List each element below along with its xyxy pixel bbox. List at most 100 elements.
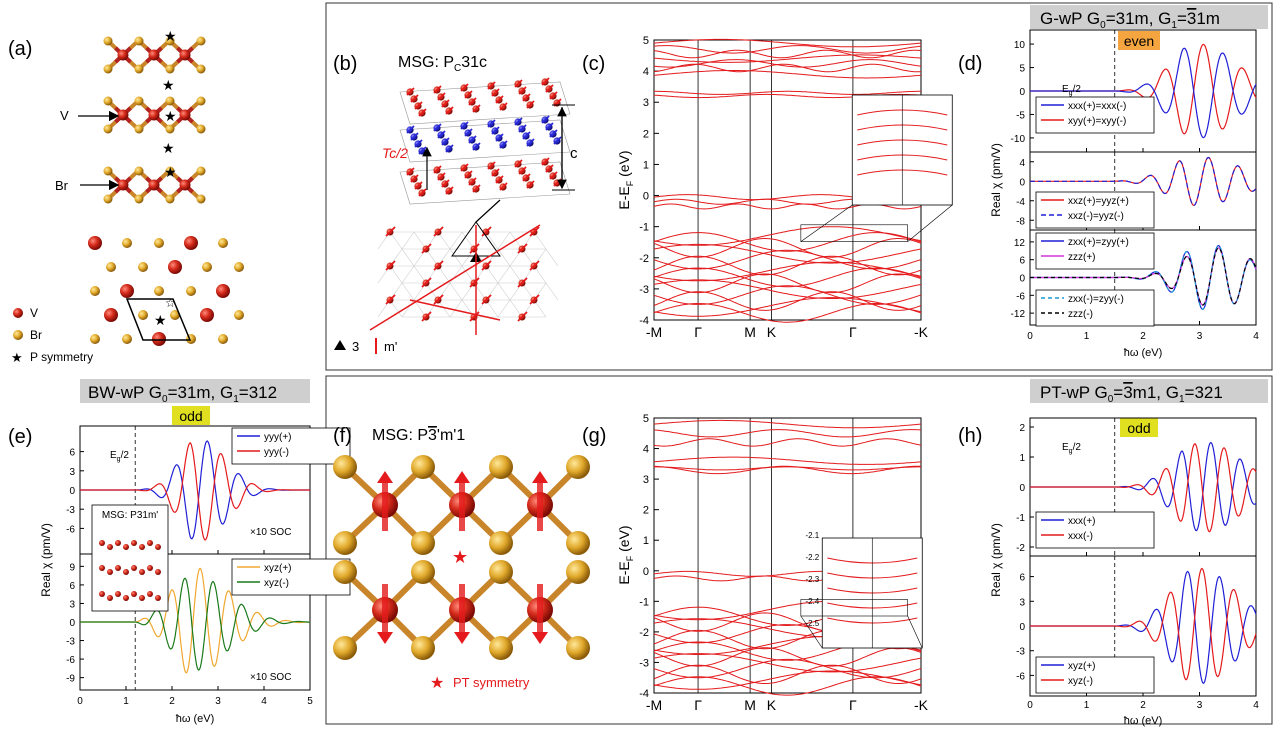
inset-atom xyxy=(131,565,137,571)
panel-a-structure: ★ ★ ★ ★ ★ ★ ☆ xyxy=(88,28,244,346)
legend-box xyxy=(1035,191,1155,229)
legend-box xyxy=(1035,289,1155,327)
inset-atom xyxy=(139,544,145,550)
band xyxy=(654,466,921,471)
legend-box xyxy=(231,427,351,465)
y-axis-label: Real χ (pm/V) xyxy=(989,143,1003,217)
spin-arrow-head xyxy=(532,632,548,644)
net-line xyxy=(545,282,559,301)
y-tick-label: 0 xyxy=(69,486,75,497)
spin-arrow xyxy=(491,126,500,135)
band xyxy=(653,279,922,299)
panel-e-header-text: BW-wP G0=31m, G1=312 xyxy=(88,383,277,405)
spin-arrow xyxy=(491,88,500,97)
y-tick-label: -3 xyxy=(66,637,75,648)
br-atom xyxy=(196,96,206,106)
spin-arrow xyxy=(406,87,415,96)
net-line xyxy=(449,231,463,250)
cell-edge xyxy=(475,199,501,223)
spin-arrow xyxy=(459,584,465,636)
br-atom xyxy=(103,124,113,134)
spin-arrow xyxy=(469,277,480,288)
x-tick-label: 0 xyxy=(77,696,83,707)
spin-arrow xyxy=(418,188,427,197)
legend-text: xxx(+) xyxy=(1068,516,1096,527)
y-tick-label: 12 xyxy=(1014,238,1026,249)
br-atom xyxy=(134,194,144,204)
net-line xyxy=(401,299,415,318)
x-tick-label: 4 xyxy=(1253,331,1259,342)
legend-text: xxx(-) xyxy=(1068,531,1093,542)
br-atom xyxy=(170,310,180,320)
band xyxy=(653,54,922,63)
spin-arrow xyxy=(414,139,423,148)
inset-atom xyxy=(123,569,129,575)
mirror-line xyxy=(409,299,501,321)
k-label: Γ xyxy=(694,697,702,713)
spin-arrow xyxy=(517,311,528,322)
zoom-box xyxy=(800,224,908,242)
y-tick-label: -4 xyxy=(639,315,649,327)
y-axis-label: E-EF (eV) xyxy=(616,525,635,584)
spin-arrow-head xyxy=(454,471,470,483)
band xyxy=(653,249,922,270)
band xyxy=(653,243,922,264)
badge-odd-h xyxy=(1120,418,1158,437)
panel-h-label: (h) xyxy=(958,425,982,447)
y-tick-label: -4 xyxy=(639,688,649,700)
v-atom xyxy=(117,49,129,61)
spectrum-line xyxy=(1030,47,1257,139)
band xyxy=(653,226,922,246)
spin-arrow xyxy=(406,167,415,176)
inset-atom xyxy=(155,595,161,601)
bottom-frame xyxy=(325,375,1273,725)
spin-arrow xyxy=(464,170,473,179)
x-axis-label: ħω (eV) xyxy=(176,713,215,725)
br-atom xyxy=(165,194,175,204)
y-tick-label: 5 xyxy=(1019,64,1025,75)
spin-arrow xyxy=(541,77,550,86)
layer-plane xyxy=(399,161,571,205)
band xyxy=(653,285,922,305)
star-icon: ★ xyxy=(164,108,177,124)
inset-tick-label: -2.1 xyxy=(805,531,819,540)
br-arrow-label: Br xyxy=(55,178,69,193)
v-atom xyxy=(117,109,129,121)
y-tick-label: -1 xyxy=(1016,513,1025,524)
spin-arrow xyxy=(514,117,523,126)
badge-even-text: even xyxy=(1124,33,1154,49)
legend-box xyxy=(231,558,351,596)
y-tick-label: -9 xyxy=(66,674,75,685)
spin-arrow xyxy=(549,129,558,138)
k-label: Γ xyxy=(694,324,702,340)
tc-label: Tc/2 xyxy=(382,145,408,161)
spin-arrow xyxy=(421,311,432,322)
star-outline-icon: ☆ xyxy=(165,296,176,310)
spin-arrow xyxy=(499,182,508,191)
br-atom xyxy=(218,334,228,344)
v-atom xyxy=(179,109,191,121)
badge-even xyxy=(1118,31,1160,50)
spin-arrow xyxy=(437,172,446,181)
y-tick-label: 3 xyxy=(1019,597,1025,608)
spin-arrow xyxy=(518,86,527,95)
v-atom xyxy=(104,308,118,322)
band xyxy=(653,63,922,73)
spin-arrow xyxy=(460,163,469,172)
net-line xyxy=(401,282,415,301)
inset-atom xyxy=(155,569,161,575)
spin-arrow-head xyxy=(377,471,393,483)
legend-v-dot xyxy=(13,308,23,318)
y-tick-label: 1 xyxy=(643,535,649,547)
top-frame xyxy=(325,2,1273,371)
spin-arrow xyxy=(433,260,444,271)
br-atom xyxy=(411,636,435,660)
net-line xyxy=(497,265,511,284)
spin-arrow xyxy=(469,311,480,322)
br-atom xyxy=(489,636,513,660)
br-atom xyxy=(333,636,357,660)
legend-text: xyz(+) xyxy=(1068,661,1096,672)
y-tick-label: 0 xyxy=(643,191,649,203)
spin-arrow xyxy=(522,93,531,102)
br-atom xyxy=(103,166,113,176)
